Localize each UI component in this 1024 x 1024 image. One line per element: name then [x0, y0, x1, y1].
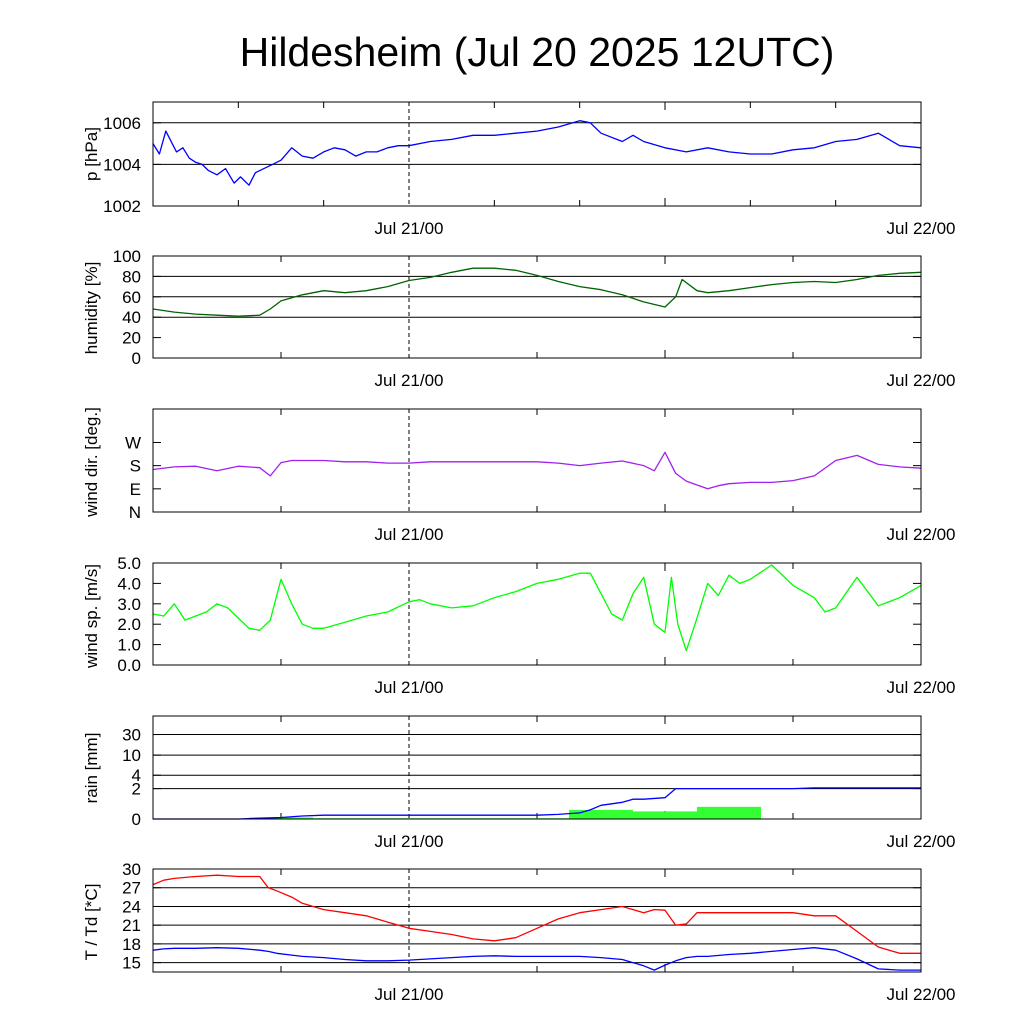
dewpoint-line: [152, 947, 921, 971]
y-tick-label: 100: [113, 247, 141, 266]
x-time-label: Jul 21/00: [375, 678, 444, 697]
x-time-label: Jul 21/00: [375, 371, 444, 390]
y-tick-label: 18: [122, 935, 141, 954]
y-tick-label: 4: [132, 766, 141, 785]
y-tick-label: 30: [122, 726, 141, 745]
x-time-label: Jul 21/00: [375, 985, 444, 1004]
plot-frame: [152, 255, 922, 359]
x-time-label: Jul 22/00: [887, 525, 956, 544]
humidity-line: [152, 267, 922, 317]
y-tick-label: 1004: [103, 155, 141, 174]
y-tick-label: 24: [122, 897, 141, 916]
plot-frame: [152, 868, 922, 973]
y-tick-label: 5.0: [117, 554, 141, 573]
y-tick-label: 40: [122, 308, 141, 327]
wind_speed-line: [152, 564, 922, 652]
x-time-label: Jul 22/00: [887, 832, 956, 851]
page-title: Hildesheim (Jul 20 2025 12UTC): [240, 29, 835, 75]
rain-bar: [697, 806, 761, 819]
x-time-label: Jul 22/00: [887, 219, 956, 238]
y-tick-label: 0.0: [117, 656, 141, 675]
y-tick-label: 27: [122, 879, 141, 898]
wind_dir-line: [152, 451, 922, 490]
rain-bar: [569, 809, 633, 819]
y-tick-label: 3.0: [117, 595, 141, 614]
y-tick-label: 80: [122, 267, 141, 286]
temperature-line: [152, 874, 921, 954]
x-time-label: Jul 22/00: [887, 985, 956, 1004]
y-tick-label: 2.0: [117, 615, 141, 634]
y-axis-title: humidity [%]: [82, 262, 101, 355]
y-axis-title: rain [mm]: [82, 733, 101, 804]
plot-frame: [152, 562, 922, 666]
y-tick-label: 1006: [103, 114, 141, 133]
pressure-line: [152, 120, 922, 186]
x-time-label: Jul 22/00: [887, 371, 956, 390]
y-tick-label: 21: [122, 916, 141, 935]
panel-wind-speed: 0.01.0 2.03.0 4.05.0 wind sp. [m/s] Jul 21/0…: [82, 554, 956, 697]
rain-bar: [249, 817, 313, 819]
y-tick-label: 10: [122, 746, 141, 765]
y-axis-title: T / Td [*C]: [82, 884, 101, 961]
x-time-label: Jul 21/00: [375, 525, 444, 544]
plot-frame: [152, 715, 922, 820]
y-tick-label: 60: [122, 288, 141, 307]
y-tick-label: 4.0: [117, 574, 141, 593]
y-tick-label: E: [130, 480, 141, 499]
x-time-label: Jul 21/00: [375, 832, 444, 851]
y-axis-title: p [hPa]: [82, 127, 101, 181]
y-axis-title: wind sp. [m/s]: [82, 564, 101, 669]
y-tick-label: 30: [122, 860, 141, 879]
y-tick-label: S: [130, 457, 141, 476]
y-axis-title: wind dir. [deg.]: [82, 407, 101, 518]
y-tick-label: 0: [132, 810, 141, 829]
y-tick-label: 15: [122, 954, 141, 973]
y-tick-label: 1.0: [117, 636, 141, 655]
plot-frame: [152, 101, 922, 207]
y-tick-label: 2: [132, 780, 141, 799]
rain-cumulative-line: [153, 787, 921, 820]
x-time-label: Jul 21/00: [375, 219, 444, 238]
y-tick-label: 20: [122, 329, 141, 348]
y-tick-label: W: [125, 433, 141, 452]
rain-bar: [633, 811, 697, 819]
y-tick-label: 0: [132, 349, 141, 368]
plot-frame: [152, 408, 922, 513]
x-time-label: Jul 22/00: [887, 678, 956, 697]
y-tick-label: 1002: [103, 197, 141, 216]
y-tick-label: N: [129, 503, 141, 522]
